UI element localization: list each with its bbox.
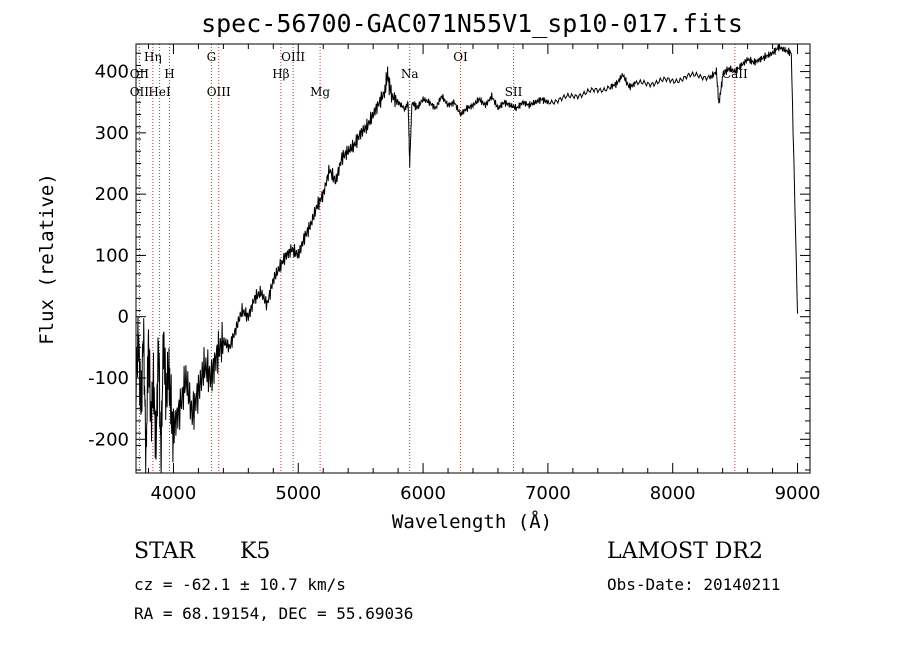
x-tick-label: 8000 (650, 483, 696, 504)
spectral-line-label: OII (130, 85, 150, 99)
x-tick-label: 7000 (525, 483, 571, 504)
object-class: STAR (134, 539, 195, 564)
spectral-line-label: H (164, 67, 174, 81)
x-tick-label: 9000 (775, 483, 821, 504)
y-tick-label: 200 (95, 184, 129, 205)
y-axis-ticks: -200 -100 0 100 200 300 400 (88, 52, 810, 471)
y-tick-label: -200 (88, 429, 129, 450)
spectral-line-label: Hβ (272, 67, 289, 81)
spectral-line-label: Na (401, 67, 419, 81)
y-axis-label: Flux (relative) (36, 173, 58, 345)
x-axis-label: Wavelength (Å) (392, 510, 552, 533)
y-tick-label: -100 (88, 368, 129, 389)
x-tick-label: 6000 (400, 483, 446, 504)
survey-name: LAMOST DR2 (607, 539, 763, 564)
spectral-line-label: Mg (310, 85, 330, 99)
spectral-line-label: SII (505, 85, 523, 99)
chart-title: spec-56700-GAC071N55V1_sp10-017.fits (201, 9, 743, 38)
spectral-line-label: Hη (144, 50, 162, 64)
spectral-line-label: CaII (722, 67, 748, 81)
y-tick-label: 400 (95, 62, 129, 83)
spectral-line-label: OII (130, 67, 150, 81)
x-tick-label: 4000 (151, 483, 197, 504)
spectral-line-label: HeI (148, 85, 171, 99)
redshift-velocity: cz = -62.1 ± 10.7 km/s (134, 575, 346, 594)
flux-series-line (135, 44, 798, 474)
spectral-line-label: OIII (207, 85, 231, 99)
y-tick-label: 0 (118, 307, 129, 328)
x-tick-label: 5000 (275, 483, 321, 504)
ra-dec-coordinates: RA = 68.19154, DEC = 55.69036 (134, 604, 414, 623)
x-axis-ticks: 4000 5000 6000 7000 8000 9000 (147, 44, 821, 504)
spectral-line-label: OI (453, 50, 468, 64)
spectral-line-label: OIII (281, 50, 305, 64)
object-subclass: K5 (240, 539, 271, 564)
observation-date: Obs-Date: 20140211 (607, 575, 781, 594)
spectral-line-label: G (207, 50, 217, 64)
y-tick-label: 100 (95, 245, 129, 266)
y-tick-label: 300 (95, 123, 129, 144)
